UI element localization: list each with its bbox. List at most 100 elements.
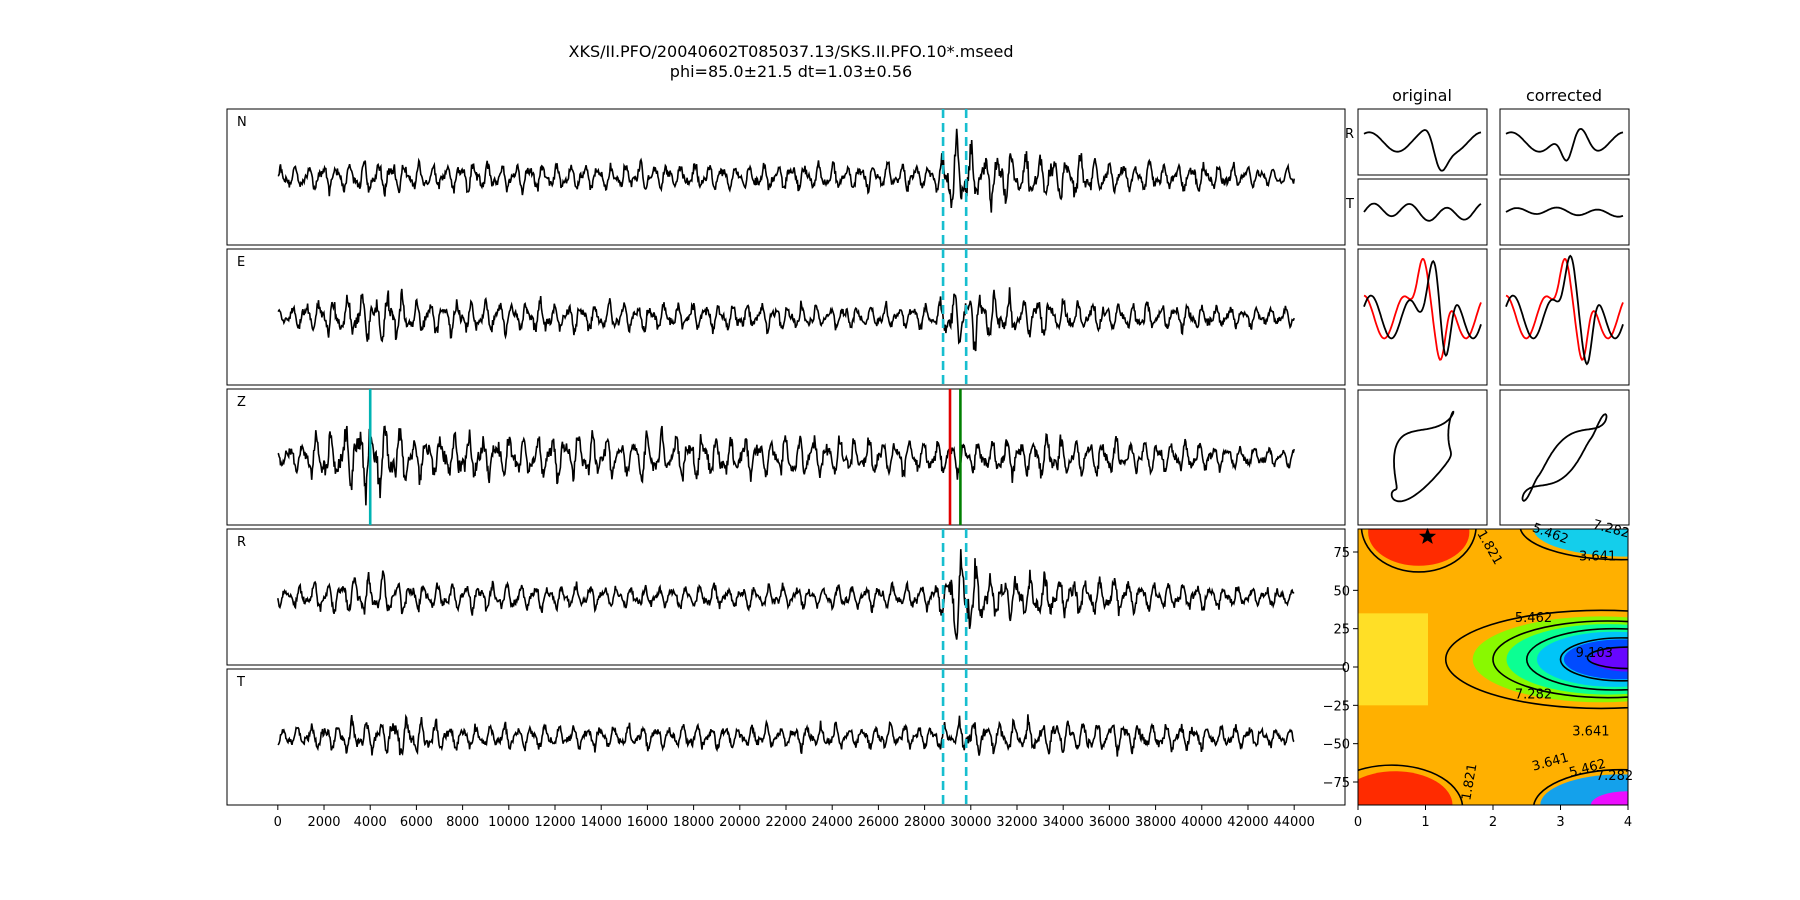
x-tick-label: 20000 xyxy=(719,815,760,830)
trace-label: E xyxy=(237,255,245,270)
surface-y-tick-label: 0 xyxy=(1342,661,1350,676)
trace-panel-r: R xyxy=(226,528,1346,666)
x-tick-label: 2000 xyxy=(307,815,340,830)
surface-y-tick-label: −75 xyxy=(1323,776,1350,791)
surface-contour-line xyxy=(1360,529,1477,573)
pm-cell-corrected-2 xyxy=(1499,248,1630,386)
trace-x-axis: 0 2000 4000 6000 8000 10000 12000 14000 16000 180… xyxy=(274,805,1315,830)
pm-wave-line xyxy=(1363,129,1482,172)
x-tick-label: 34000 xyxy=(1043,815,1084,830)
pm-overlay-line xyxy=(1505,258,1624,361)
contour-label: 5.462 xyxy=(1515,611,1552,626)
x-tick-label: 12000 xyxy=(534,815,575,830)
x-tick-label: 38000 xyxy=(1135,815,1176,830)
surface-contours xyxy=(1358,529,1628,805)
x-tick-label: 28000 xyxy=(904,815,945,830)
surface-y-tick-label: 75 xyxy=(1333,546,1350,561)
particle-motion-panels: RT xyxy=(1345,108,1630,526)
pm-cell-original-3 xyxy=(1357,389,1488,526)
particle-motion-path xyxy=(1521,413,1608,502)
trace-label: N xyxy=(237,115,247,130)
trace-label: Z xyxy=(237,395,246,410)
surface-y-tick-label: 25 xyxy=(1333,623,1350,638)
surface-contour-line xyxy=(1358,764,1464,805)
surface-band xyxy=(1358,613,1428,706)
x-tick-label: 24000 xyxy=(812,815,853,830)
column-title-original: original xyxy=(1392,86,1452,105)
pm-wave-line xyxy=(1363,202,1482,222)
x-tick-label: 32000 xyxy=(996,815,1037,830)
x-tick-label: 42000 xyxy=(1227,815,1268,830)
surface-contour-line xyxy=(1586,646,1628,670)
x-tick-label: 8000 xyxy=(446,815,479,830)
contour-label: 3.641 xyxy=(1572,724,1609,739)
trace-line-r xyxy=(277,549,1295,640)
surface-contour-line xyxy=(1532,768,1628,805)
pm-cell-original-1 xyxy=(1357,178,1488,246)
pm-cell-corrected-3 xyxy=(1499,389,1630,526)
trace-panel-e: E xyxy=(226,248,1346,386)
surface-contour-line xyxy=(1525,627,1628,691)
trace-panel-n: N xyxy=(226,108,1346,246)
x-tick-label: 44000 xyxy=(1274,815,1315,830)
surface-contour-line xyxy=(1492,620,1628,699)
trace-label: T xyxy=(236,675,245,690)
x-tick-label: 6000 xyxy=(400,815,433,830)
x-tick-label: 10000 xyxy=(488,815,529,830)
trace-frame xyxy=(226,108,1346,246)
x-tick-label: 0 xyxy=(274,815,282,830)
x-tick-label: 22000 xyxy=(765,815,806,830)
surface-x-tick-label: 2 xyxy=(1489,815,1497,830)
particle-motion-path xyxy=(1390,410,1455,503)
surface-axes: 0 1 2 3 4 75 50 25 0 −25 −50 −75 xyxy=(1323,546,1633,830)
pm-frame xyxy=(1499,178,1630,246)
contour-label: 1.821 xyxy=(1459,762,1480,801)
trace-frame xyxy=(226,388,1346,526)
pm-cell-corrected-0 xyxy=(1499,108,1630,176)
surface-y-tick-label: −25 xyxy=(1323,699,1350,714)
pm-frame xyxy=(1499,108,1630,176)
trace-line-n xyxy=(277,128,1295,213)
pm-row-label: T xyxy=(1345,197,1354,212)
trace-line-z xyxy=(277,425,1295,506)
pm-wave-line xyxy=(1363,259,1482,358)
surface-y-tick-label: −50 xyxy=(1323,738,1350,753)
pm-cell-corrected-1 xyxy=(1499,178,1630,246)
trace-frame xyxy=(226,248,1346,386)
contour-label: 7.282 xyxy=(1596,769,1633,784)
surface-band xyxy=(1368,529,1470,566)
x-tick-label: 36000 xyxy=(1089,815,1130,830)
pm-cell-original-2 xyxy=(1357,248,1488,386)
pm-cell-original-0 xyxy=(1357,108,1488,176)
pm-wave-line xyxy=(1505,127,1624,162)
pm-frame xyxy=(1357,389,1488,526)
surface-band xyxy=(1590,791,1628,805)
trace-line-e xyxy=(277,287,1295,352)
pm-wave-line xyxy=(1505,206,1624,218)
surface-x-tick-label: 4 xyxy=(1624,815,1632,830)
x-tick-label: 26000 xyxy=(858,815,899,830)
x-tick-label: 40000 xyxy=(1181,815,1222,830)
figure-subtitle: phi=85.0±21.5 dt=1.03±0.56 xyxy=(670,62,912,81)
x-tick-label: 16000 xyxy=(627,815,668,830)
x-tick-label: 30000 xyxy=(950,815,991,830)
surface-contour-line xyxy=(1519,529,1628,561)
surface-band xyxy=(1358,771,1453,805)
surface-contour-line xyxy=(1559,637,1628,682)
best-estimate-star xyxy=(1419,527,1437,544)
pm-frame xyxy=(1499,248,1630,386)
x-tick-label: 4000 xyxy=(354,815,387,830)
trace-panel-z: Z xyxy=(226,388,1346,526)
trace-line-t xyxy=(277,713,1295,757)
figure-title: XKS/II.PFO/20040602T085037.13/SKS.II.PFO… xyxy=(569,42,1014,61)
pm-wave-line xyxy=(1505,254,1624,366)
contour-label: 9.103 xyxy=(1576,646,1613,661)
surface-x-tick-label: 0 xyxy=(1354,815,1362,830)
trace-panels: N E Z R T xyxy=(226,108,1346,806)
pm-frame xyxy=(1499,389,1630,526)
column-title-corrected: corrected xyxy=(1526,86,1602,105)
contour-label: 7.282 xyxy=(1515,688,1552,703)
pm-frame xyxy=(1357,248,1488,386)
